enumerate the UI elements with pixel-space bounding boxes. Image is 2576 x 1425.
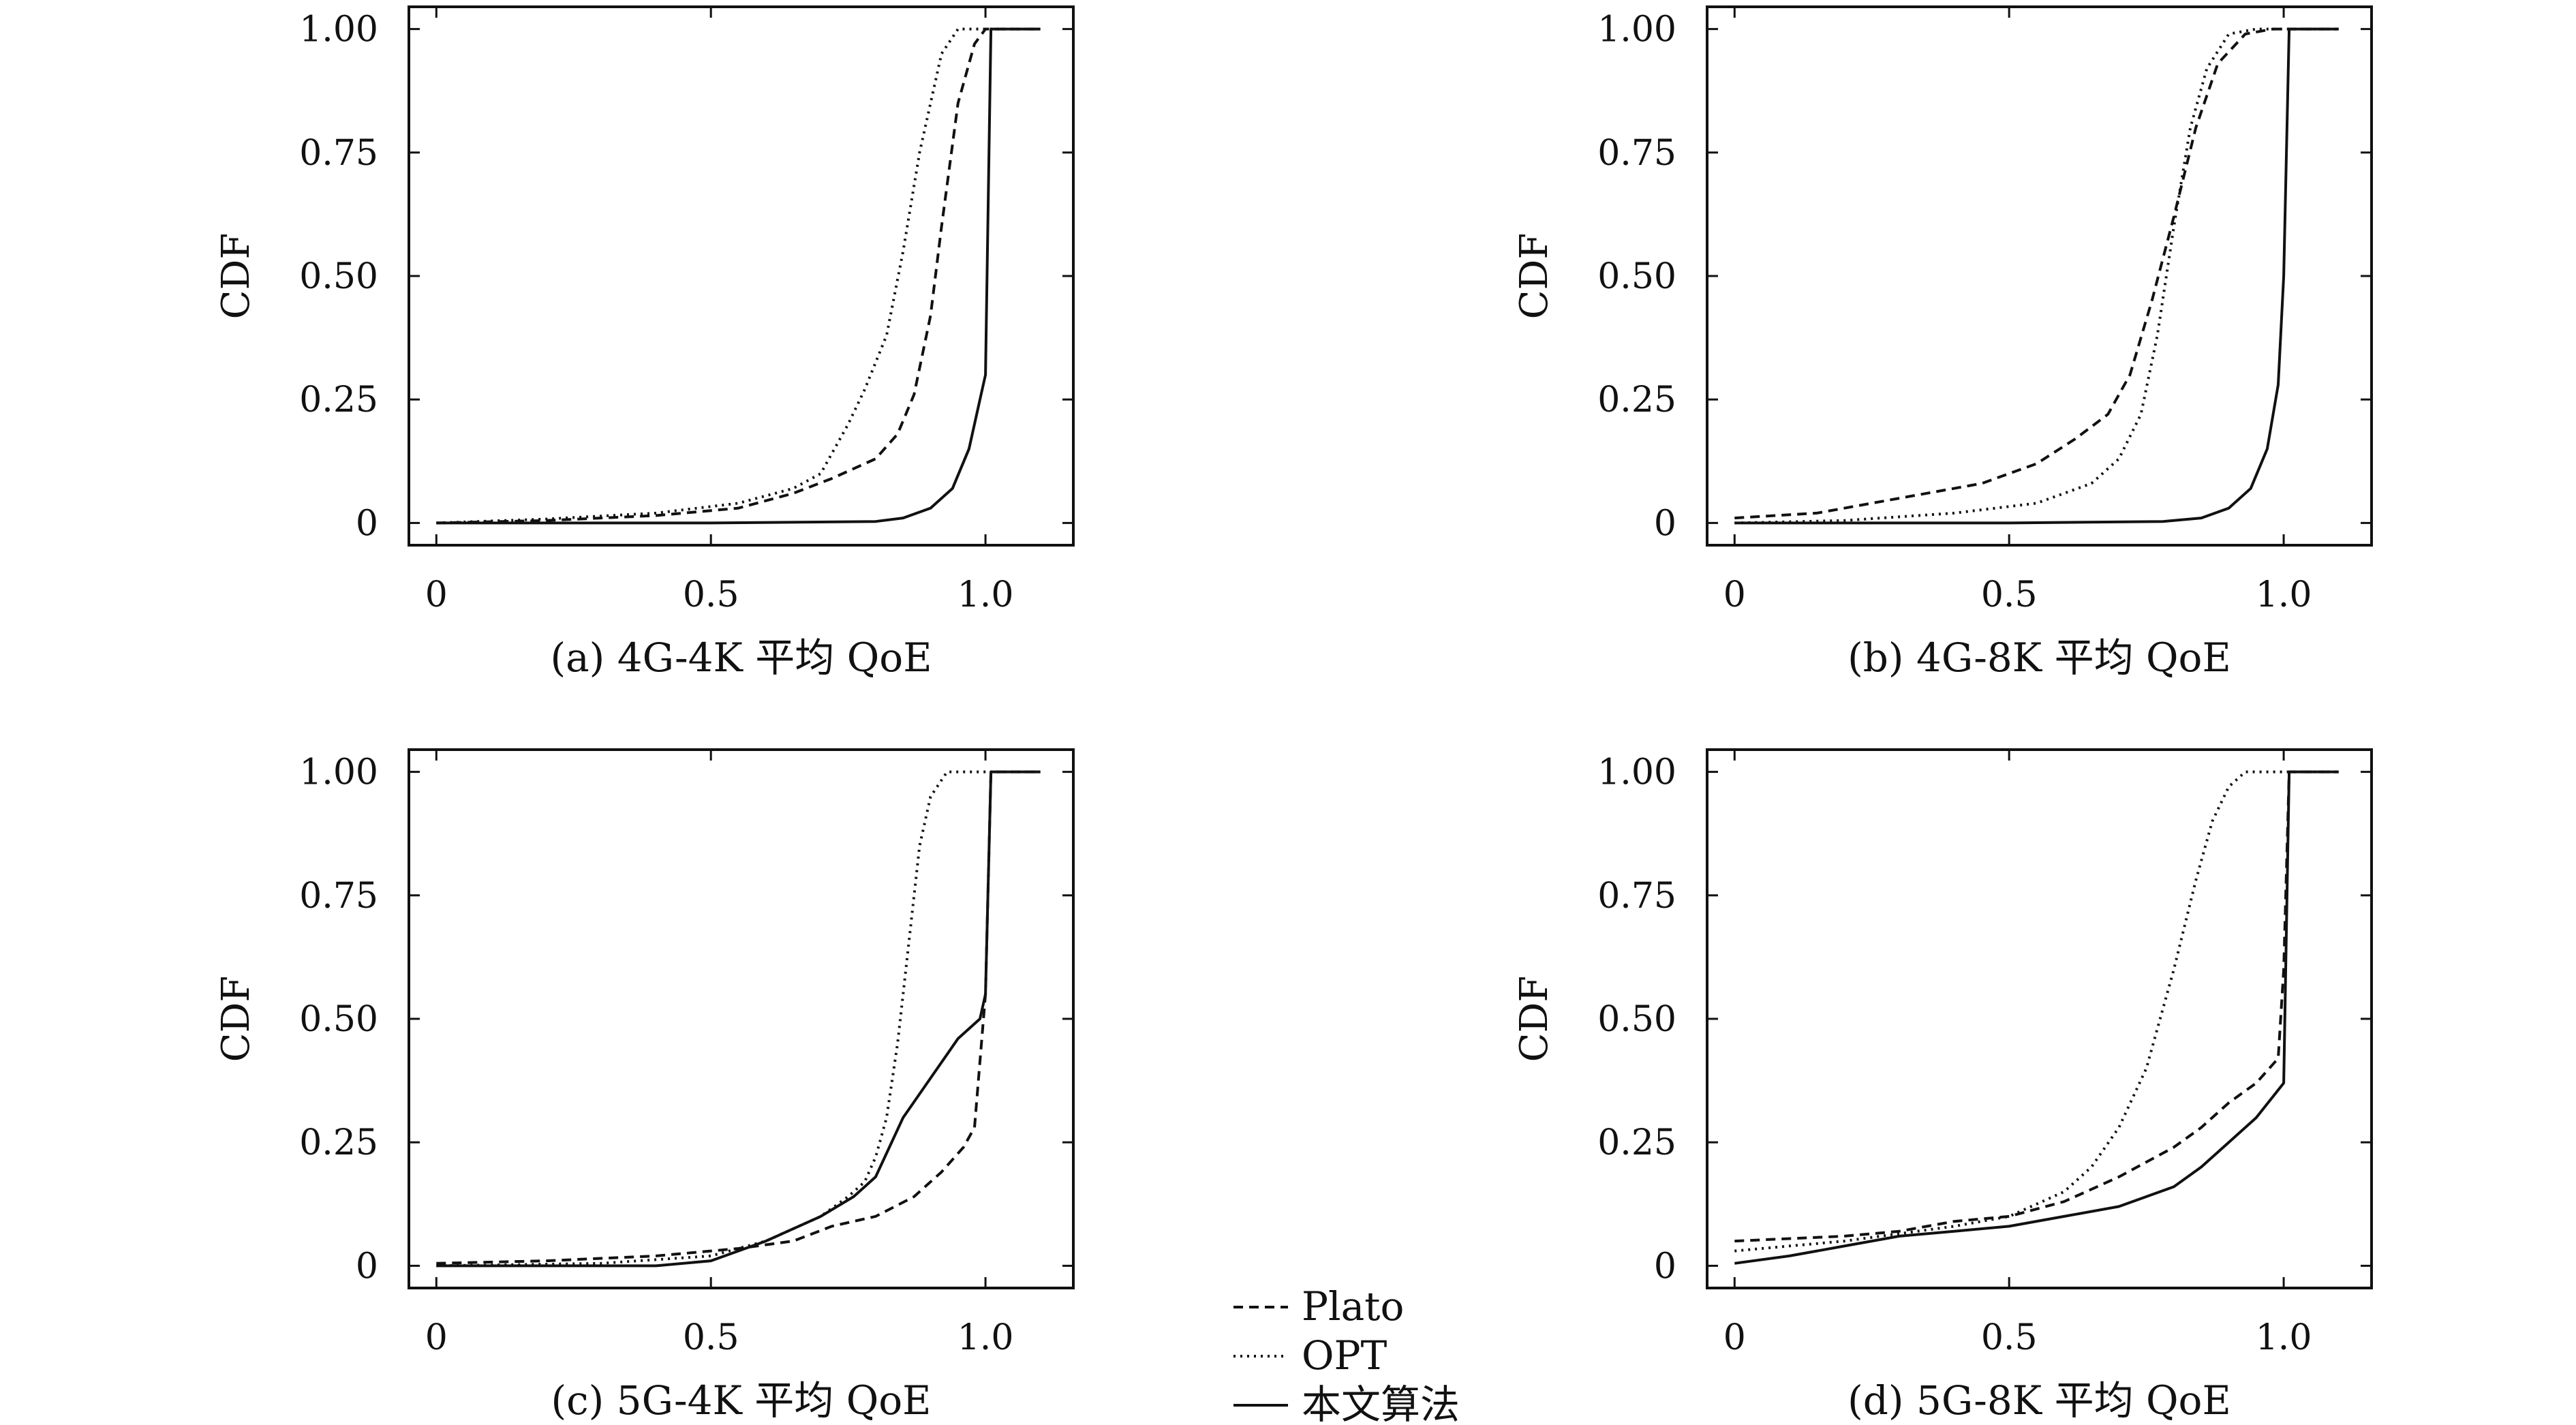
series-dotted (1734, 27, 2339, 525)
x-tick-label: 1.0 (2256, 574, 2312, 615)
y-tick-label: 0.75 (299, 133, 378, 174)
series-dashed (436, 27, 1041, 525)
series-solid (1734, 770, 2339, 1265)
x-tick-label: 1.0 (2256, 1317, 2312, 1358)
y-tick-label: 0.75 (1597, 876, 1676, 917)
series-dotted (1734, 770, 2339, 1253)
series-solid (436, 770, 1041, 1268)
x-tick-label: 0.5 (683, 1317, 739, 1358)
y-tick-label: 0.25 (299, 380, 378, 420)
panel-caption: (b) 4G-8K 平均 QoE (1847, 634, 2231, 681)
y-tick-label: 1.00 (1597, 752, 1676, 793)
x-tick-label: 0.5 (1981, 1317, 2038, 1358)
series-dotted (436, 770, 1041, 1268)
x-tick-label: 0.5 (683, 574, 739, 615)
panel-0: 0 0.25 0.50 0.75 1.00 0 0.5 1.0 CDF (a) 4G-4K 平均 … (214, 5, 1075, 681)
legend-label-opt: OPT (1302, 1332, 1387, 1379)
y-tick-label: 0.25 (1597, 1122, 1676, 1163)
y-axis-label: CDF (1512, 976, 1557, 1062)
series-dashed (1734, 27, 2339, 520)
y-tick-label: 0 (1654, 1246, 1676, 1287)
series-dashed (436, 770, 1041, 1265)
y-tick-label: 0.75 (299, 876, 378, 917)
x-tick-label: 0 (1723, 1317, 1746, 1358)
series-solid (1734, 27, 2339, 525)
plot-frame (408, 748, 1075, 1289)
x-tick-label: 0 (425, 1317, 448, 1358)
panel-caption: (a) 4G-4K 平均 QoE (550, 634, 932, 681)
y-tick-label: 0.50 (299, 256, 378, 297)
y-tick-label: 0 (1654, 503, 1676, 544)
legend-label-ours: 本文算法 (1302, 1381, 1460, 1425)
y-tick-label: 1.00 (1597, 10, 1676, 50)
y-axis-label: CDF (214, 976, 258, 1062)
panel-3: 0 0.25 0.50 0.75 1.00 0 0.5 1.0 CDF (d) 5G-8K 平均 … (1512, 748, 2373, 1424)
y-tick-label: 0.50 (1597, 256, 1676, 297)
panel-caption: (c) 5G-4K 平均 QoE (551, 1377, 932, 1424)
y-tick-label: 0.25 (1597, 380, 1676, 420)
x-tick-label: 0 (1723, 574, 1746, 615)
series-solid (436, 27, 1041, 525)
x-tick-label: 1.0 (957, 1317, 1014, 1358)
series-dashed (1734, 770, 2339, 1243)
x-tick-label: 1.0 (957, 574, 1014, 615)
x-tick-label: 0 (425, 574, 448, 615)
plot-frame (1706, 748, 2373, 1289)
panel-caption: (d) 5G-8K 平均 QoE (1847, 1377, 2231, 1424)
panel-2: 0 0.25 0.50 0.75 1.00 0 0.5 1.0 CDF (c) 5G-4K 平均 … (214, 748, 1075, 1424)
y-tick-label: 0 (356, 503, 378, 544)
y-axis-label: CDF (214, 233, 258, 320)
y-tick-label: 1.00 (299, 10, 378, 50)
x-tick-label: 0.5 (1981, 574, 2038, 615)
legend: Plato OPT 本文算法 (1233, 1283, 1460, 1425)
y-tick-label: 1.00 (299, 752, 378, 793)
panel-1: 0 0.25 0.50 0.75 1.00 0 0.5 1.0 CDF (b) 4G-8K 平均 … (1512, 5, 2373, 681)
y-tick-label: 0 (356, 1246, 378, 1287)
y-tick-label: 0.25 (299, 1122, 378, 1163)
y-tick-label: 0.50 (299, 999, 378, 1040)
y-tick-label: 0.50 (1597, 999, 1676, 1040)
legend-label-plato: Plato (1302, 1283, 1404, 1330)
y-tick-label: 0.75 (1597, 133, 1676, 174)
y-axis-label: CDF (1512, 233, 1557, 320)
plot-frame (1706, 5, 2373, 547)
series-dotted (436, 27, 1041, 525)
plot-frame (408, 5, 1075, 547)
